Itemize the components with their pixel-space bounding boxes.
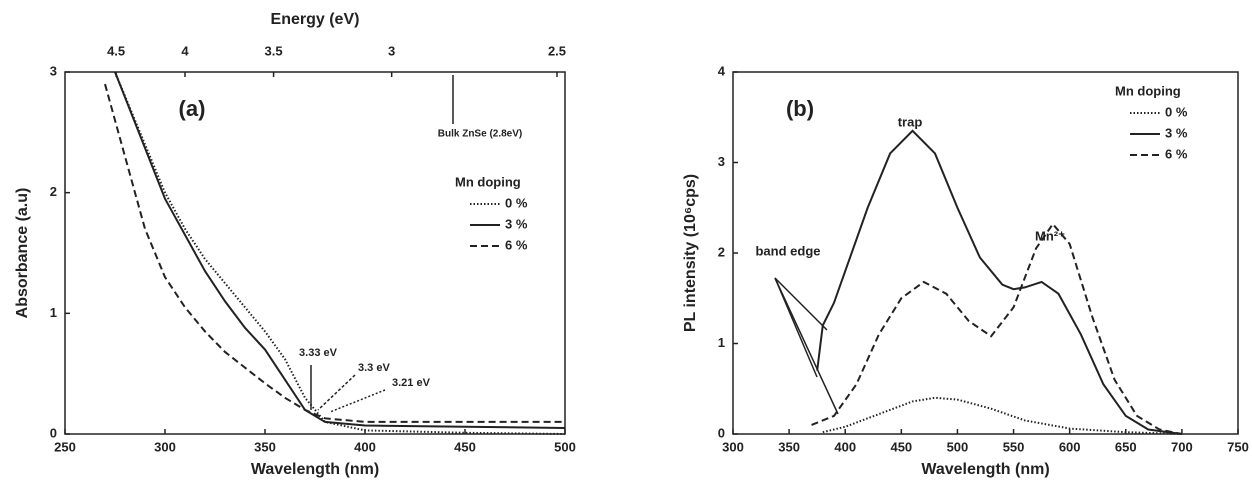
legend-label: 0 % — [1165, 104, 1188, 119]
x2-axis-label: Energy (eV) — [271, 11, 360, 28]
x-tick-label: 350 — [254, 439, 276, 454]
legend-label: 0 % — [505, 195, 528, 210]
arrow — [317, 374, 356, 411]
legend-title: Mn doping — [455, 174, 521, 189]
x-tick-label: 450 — [890, 439, 912, 454]
x-tick-label: 650 — [1115, 439, 1137, 454]
panel-label: (a) — [179, 96, 206, 121]
x2-tick-label: 4 — [181, 43, 189, 58]
y-axis-label: PL intensity (10⁶cps) — [682, 174, 699, 332]
y-tick-label: 0 — [718, 425, 725, 440]
data-line — [822, 396, 1182, 435]
x-tick-label: 500 — [554, 439, 576, 454]
legend-title: Mn doping — [1115, 83, 1181, 98]
x2-tick-label: 4.5 — [107, 43, 125, 58]
x2-tick-label: 3.5 — [265, 43, 283, 58]
legend-label: 6 % — [505, 237, 528, 252]
annotation: Mn²⁺ — [1035, 228, 1065, 243]
x-tick-label: 350 — [778, 439, 800, 454]
plot-frame — [64, 71, 566, 435]
y-tick-label: 1 — [50, 305, 57, 320]
x-tick-label: 300 — [722, 439, 744, 454]
x2-tick-label: 2.5 — [548, 43, 566, 58]
data-line — [114, 71, 566, 435]
x-tick-label: 750 — [1227, 439, 1249, 454]
x-tick-label: 250 — [54, 439, 76, 454]
legend-label: 3 % — [1165, 125, 1188, 140]
data-line — [104, 83, 565, 423]
annotation: trap — [898, 114, 923, 129]
y-tick-label: 4 — [718, 63, 726, 78]
legend-label: 3 % — [505, 216, 528, 231]
x-axis-label: Wavelength (nm) — [921, 461, 1049, 478]
annotation: Bulk ZnSe (2.8eV) — [438, 129, 522, 140]
arrow — [774, 277, 828, 331]
data-line — [811, 222, 1183, 435]
arrow — [329, 389, 386, 413]
x-tick-label: 450 — [454, 439, 476, 454]
y-tick-label: 1 — [718, 335, 725, 350]
legend-label: 6 % — [1165, 146, 1188, 161]
y-tick-label: 2 — [718, 244, 725, 259]
y-axis-label: Absorbance (a.u) — [14, 188, 31, 319]
y-tick-label: 3 — [718, 154, 725, 169]
x-tick-label: 550 — [1003, 439, 1025, 454]
x-tick-label: 400 — [834, 439, 856, 454]
y-tick-label: 2 — [50, 184, 57, 199]
annotation: 3.21 eV — [392, 377, 431, 389]
y-tick-label: 3 — [50, 63, 57, 78]
annotation: 3.33 eV — [299, 347, 338, 359]
annotation: band edge — [755, 243, 820, 258]
data-line — [816, 129, 1183, 435]
y-tick-label: 0 — [50, 425, 57, 440]
arrow — [774, 277, 839, 415]
x-tick-label: 400 — [354, 439, 376, 454]
data-line — [114, 71, 566, 429]
x-tick-label: 500 — [947, 439, 969, 454]
x-tick-label: 700 — [1171, 439, 1193, 454]
x-axis-label: Wavelength (nm) — [251, 461, 379, 478]
x2-tick-label: 3 — [388, 43, 395, 58]
annotation: 3.3 eV — [358, 362, 390, 374]
x-tick-label: 600 — [1059, 439, 1081, 454]
x-tick-label: 300 — [154, 439, 176, 454]
panel-label: (b) — [786, 96, 814, 121]
